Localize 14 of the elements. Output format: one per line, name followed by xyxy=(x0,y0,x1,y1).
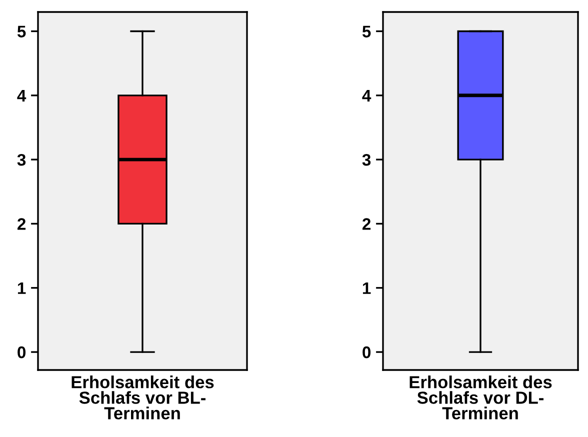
x-tick-label: Erholsamkeit des Schlafs vor BL- Terminen xyxy=(72,376,214,420)
y-tick-label: 3 xyxy=(17,154,26,166)
y-tick-label: 2 xyxy=(362,218,371,230)
y-tick-label: 2 xyxy=(18,218,26,230)
y-tick-label: 0 xyxy=(362,346,371,358)
y-tick-label: 5 xyxy=(362,26,371,38)
y-tick-label: 4 xyxy=(17,90,26,102)
x-tick-label: Erholsamkeit des Schlafs vor DL- Terminen xyxy=(410,376,552,420)
y-tick-label: 0 xyxy=(18,346,26,358)
y-tick-label: 1 xyxy=(18,282,26,294)
y-tick-label: 1 xyxy=(362,282,371,294)
y-tick-label: 4 xyxy=(362,90,372,102)
y-tick-label: 3 xyxy=(362,154,371,166)
y-tick-label: 5 xyxy=(17,26,26,38)
